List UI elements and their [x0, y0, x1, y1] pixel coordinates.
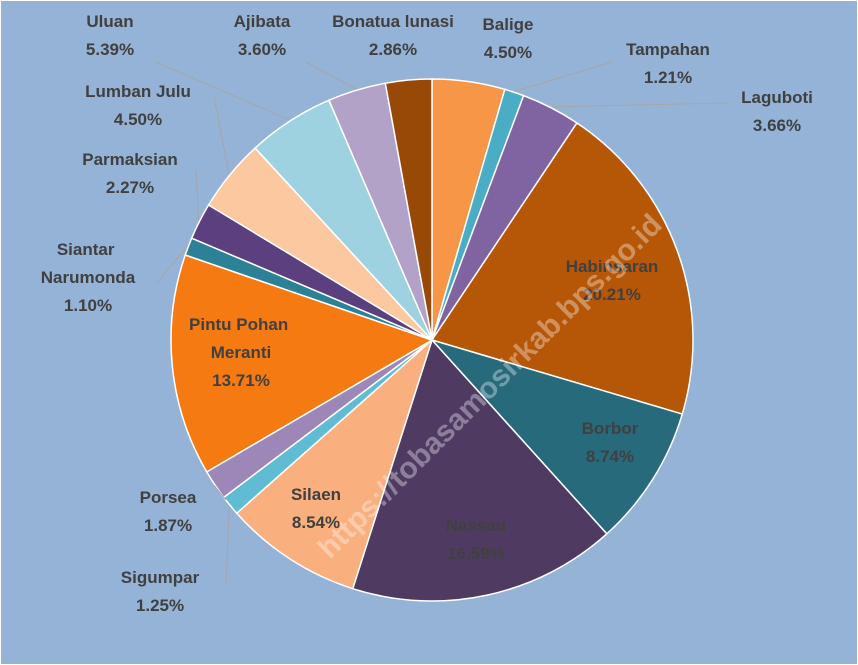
leader-line: [156, 245, 188, 284]
data-label-name: Uluan: [86, 12, 133, 31]
data-label-name: Ajibata: [234, 12, 291, 31]
leader-line: [195, 169, 200, 221]
data-label-value: 16.59%: [447, 544, 505, 563]
leader-line: [225, 506, 230, 586]
pie-slice: [235, 337, 434, 590]
data-label-value: 4.50%: [484, 43, 532, 62]
data-label-name: Tampahan: [626, 40, 710, 59]
data-label-name: Habinsaran: [566, 257, 659, 276]
data-label-value: 1.10%: [64, 296, 112, 315]
pie-slice: [430, 121, 694, 416]
data-label-value: 8.54%: [292, 513, 340, 532]
pie-slice: [351, 338, 608, 602]
data-label-name: Balige: [482, 15, 533, 34]
data-label-value: 5.39%: [86, 40, 134, 59]
data-label-name: Sigumpar: [121, 568, 200, 587]
leader-line: [155, 61, 290, 121]
data-label-value: 1.25%: [136, 596, 184, 615]
data-label-value: 8.74%: [586, 447, 634, 466]
data-label-name: Porsea: [140, 488, 197, 507]
data-label-name: Laguboti: [741, 88, 813, 107]
pie-slice: [384, 78, 433, 341]
pie-slice: [429, 338, 684, 535]
leader-line: [305, 61, 357, 90]
leader-line: [213, 485, 227, 501]
data-label-value: 20.21%: [583, 285, 641, 304]
data-label-value: 4.50%: [114, 110, 162, 129]
data-label-name: Siantar Narumonda: [41, 240, 136, 287]
data-label-name: Lumban Julu: [85, 82, 191, 101]
data-label-name: Borbor: [582, 419, 639, 438]
leader-line: [213, 96, 230, 175]
data-label-name: Parmaksian: [82, 150, 177, 169]
data-label-name: Silaen: [291, 485, 341, 504]
pie-slice: [170, 254, 434, 473]
leader-line: [551, 102, 729, 108]
data-label-value: 3.66%: [753, 116, 801, 135]
data-label-value: 2.86%: [369, 40, 417, 59]
data-label-value: 13.71%: [212, 371, 270, 390]
data-label-name: Nassau: [446, 516, 506, 535]
data-label-value: 1.87%: [144, 516, 192, 535]
leader-line: [514, 61, 613, 92]
data-label-value: 1.21%: [644, 68, 692, 87]
data-label-value: 3.60%: [238, 40, 286, 59]
data-label-name: Bonatua lunasi: [332, 12, 454, 31]
data-label-name: Pintu Pohan Meranti: [189, 315, 293, 362]
data-label-value: 2.27%: [106, 178, 154, 197]
